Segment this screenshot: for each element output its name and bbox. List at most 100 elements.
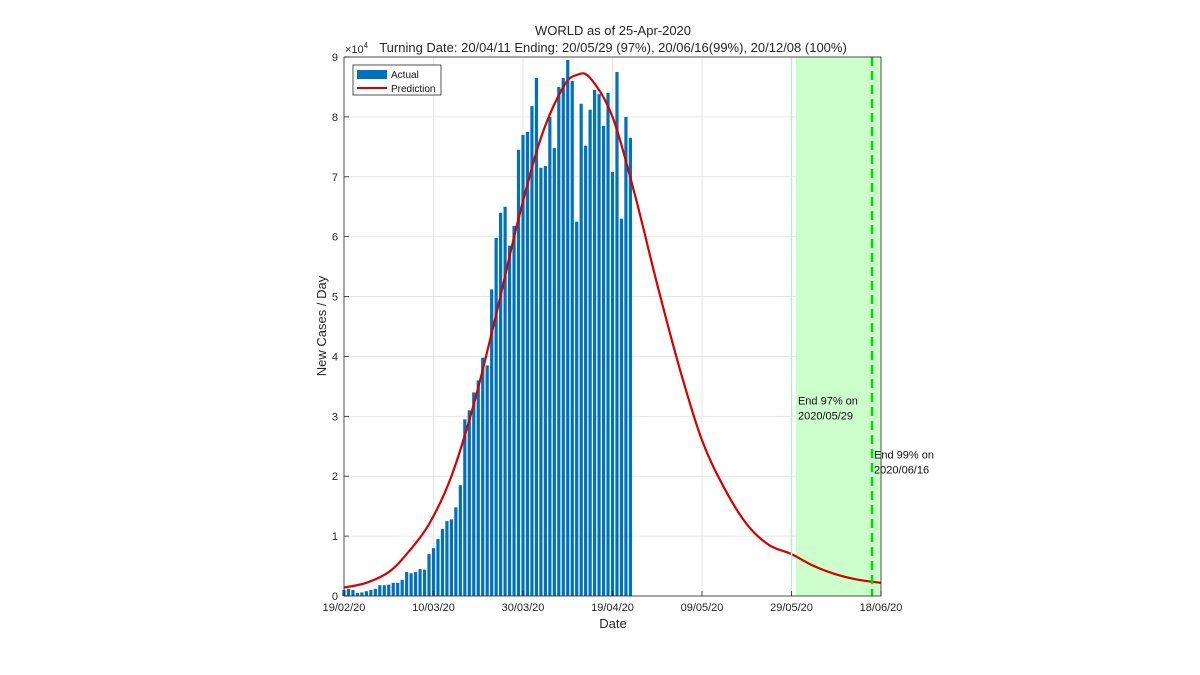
bar-actual [619, 218, 624, 596]
x-tick-label: 19/04/20 [591, 602, 634, 614]
y-exponent-label: ×104 [345, 41, 369, 56]
bar-actual [351, 590, 355, 596]
x-tick-label: 18/06/20 [860, 602, 903, 614]
legend-label: Actual [391, 70, 419, 81]
prediction-line [343, 72, 882, 589]
y-axis-label: New Cases / Day [314, 275, 329, 376]
bar-actual [615, 71, 619, 596]
bar-actual [552, 148, 556, 596]
end-annotation-line: End 99% on [874, 449, 934, 461]
bar-actual [431, 548, 436, 596]
bar-actual [543, 165, 547, 596]
end-annotation-line: End 97% on [798, 395, 858, 407]
bar-actual [597, 94, 601, 597]
bar-actual [534, 77, 539, 596]
x-tick-label: 10/03/20 [412, 602, 455, 614]
bar-actual [548, 116, 552, 596]
bar-actual [485, 365, 489, 596]
bar-actual [467, 410, 471, 596]
x-axis-label: Date [599, 616, 626, 631]
bar-actual [539, 167, 543, 597]
bar-actual [481, 357, 485, 596]
bar-actual [476, 380, 480, 596]
bar-actual [440, 528, 445, 596]
bar-actual [454, 507, 458, 596]
y-exponent-base: ×10 [345, 44, 364, 56]
bar-actual [606, 92, 610, 596]
bar-actual [369, 590, 373, 596]
bar-actual [566, 59, 570, 596]
bar-actual [373, 588, 377, 596]
bar-actual [530, 106, 534, 596]
ending-shaded-region [795, 57, 881, 596]
bar-actual [575, 221, 579, 596]
bar-actual [503, 206, 507, 596]
legend-label: Prediction [391, 84, 435, 95]
bar-actual [436, 539, 440, 596]
bar-actual [516, 149, 521, 597]
bar-actual [561, 77, 565, 596]
bar-actual [355, 593, 360, 596]
bar-actual [387, 584, 391, 596]
chart-title: WORLD as of 25-Apr-2020 [535, 23, 691, 38]
end-annotation: End 97% on 2020/05/29 [798, 395, 858, 422]
bar-actual [422, 569, 427, 596]
bar-actual [494, 237, 498, 596]
x-tick-label: 30/03/20 [502, 602, 545, 614]
y-tick-label: 5 [332, 292, 338, 304]
bar-actual [472, 392, 476, 596]
y-tick-label: 6 [332, 232, 338, 244]
end-annotation-line: 2020/06/16 [874, 464, 929, 476]
bar-actual [427, 554, 431, 596]
bar-actual [521, 134, 525, 596]
bar-actual [418, 569, 422, 596]
bar-actual [610, 171, 615, 596]
bar-actual [584, 145, 588, 596]
bar-actual [463, 419, 467, 596]
bar-actual [409, 573, 413, 596]
y-tick-label: 7 [332, 172, 338, 184]
end-annotation: End 99% on 2020/06/16 [874, 449, 934, 476]
bar-actual [592, 89, 597, 596]
bar-actual [601, 125, 606, 596]
x-tick-label: 29/05/20 [770, 602, 813, 614]
bar-actual [360, 592, 364, 596]
y-tick-label: 9 [332, 52, 338, 64]
bar-actual [624, 116, 628, 596]
x-tick-label: 09/05/20 [681, 602, 724, 614]
bar-actual [413, 572, 418, 596]
bar-actual [458, 485, 462, 596]
y-tick-label: 1 [332, 531, 338, 543]
y-exponent-power: 4 [364, 41, 369, 50]
y-tick-label: 8 [332, 112, 338, 124]
bar-actual [557, 86, 561, 596]
y-tick-label: 4 [332, 351, 338, 363]
y-tick-label: 3 [332, 411, 338, 423]
bar-actual [512, 225, 516, 597]
bar-actual [570, 80, 574, 596]
y-tick-label: 0 [332, 591, 338, 603]
bar-actual [445, 521, 449, 596]
bar-actual [579, 103, 583, 597]
y-tick-label: 2 [332, 471, 338, 483]
bar-actual [396, 582, 400, 596]
bar-actual [507, 245, 512, 596]
bar-actual [525, 131, 530, 596]
bar-actual [364, 591, 368, 596]
chart-subtitle: Turning Date: 20/04/11 Ending: 20/05/29 … [379, 40, 847, 55]
bar-actual [391, 582, 395, 596]
bar-actual [405, 572, 409, 596]
bar-actual [490, 289, 494, 596]
x-tick-label: 19/02/20 [323, 602, 366, 614]
bar-actual [400, 579, 404, 596]
bar-actual [449, 519, 454, 596]
bar-actual [499, 212, 503, 596]
end-annotation-line: 2020/05/29 [798, 410, 853, 422]
bar-actual [588, 109, 592, 597]
bar-actual [378, 585, 382, 596]
legend-swatch-actual [357, 70, 387, 79]
bar-actual [628, 137, 633, 596]
bar-actual [346, 588, 351, 596]
bar-actual [382, 585, 386, 596]
